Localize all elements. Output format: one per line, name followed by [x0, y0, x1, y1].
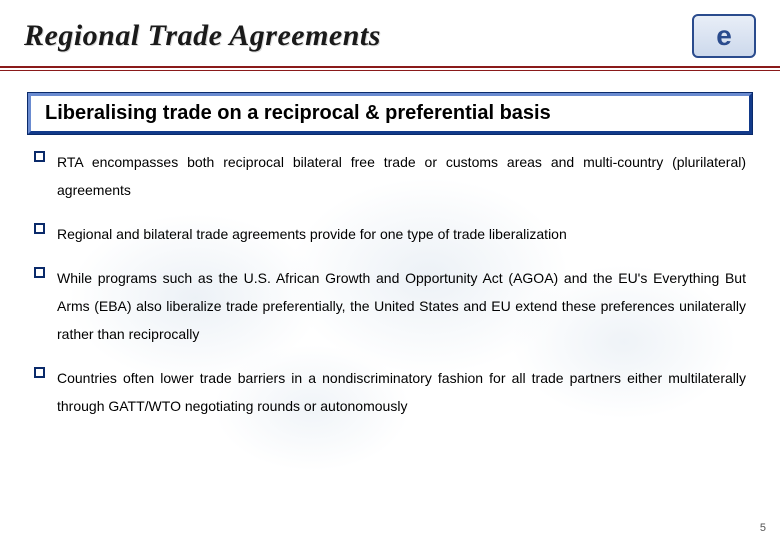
list-item: Countries often lower trade barriers in …	[34, 364, 746, 420]
page-number: 5	[760, 522, 766, 534]
square-bullet-icon	[34, 223, 45, 234]
square-bullet-icon	[34, 367, 45, 378]
rule-thin	[0, 70, 780, 71]
subtitle-box: Liberalising trade on a reciprocal & pre…	[28, 93, 752, 134]
square-bullet-icon	[34, 151, 45, 162]
header: Regional Trade Agreements e	[0, 0, 780, 64]
subtitle: Liberalising trade on a reciprocal & pre…	[45, 102, 735, 125]
bullet-list: RTA encompasses both reciprocal bilatera…	[0, 148, 780, 420]
bullet-text: RTA encompasses both reciprocal bilatera…	[57, 148, 746, 204]
list-item: Regional and bilateral trade agreements …	[34, 220, 746, 248]
bullet-text: Countries often lower trade barriers in …	[57, 364, 746, 420]
logo-glyph: e	[716, 20, 732, 52]
list-item: While programs such as the U.S. African …	[34, 264, 746, 348]
square-bullet-icon	[34, 267, 45, 278]
logo: e	[692, 14, 756, 58]
bullet-text: Regional and bilateral trade agreements …	[57, 220, 746, 248]
bullet-text: While programs such as the U.S. African …	[57, 264, 746, 348]
slide: Regional Trade Agreements e Liberalising…	[0, 0, 780, 540]
rule-thick	[0, 66, 780, 68]
page-title: Regional Trade Agreements	[24, 19, 381, 53]
list-item: RTA encompasses both reciprocal bilatera…	[34, 148, 746, 204]
